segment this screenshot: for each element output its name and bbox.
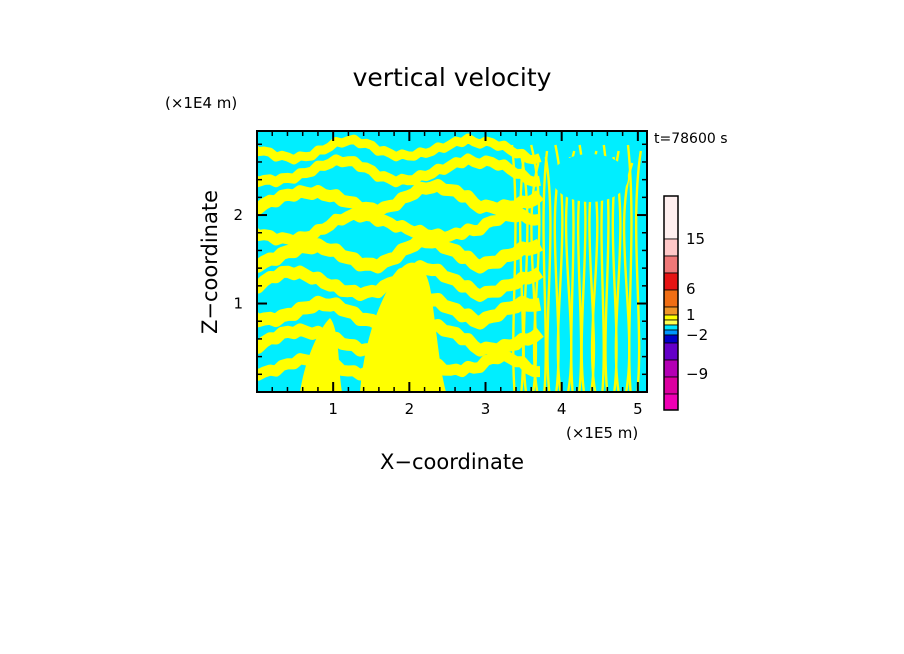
y-tick-label: 2 xyxy=(233,206,243,224)
time-label: t=78600 s xyxy=(654,131,728,147)
colorbar-band xyxy=(663,359,679,378)
colorbar-frame xyxy=(663,195,679,411)
colorbar-band xyxy=(663,329,679,336)
plot-frame xyxy=(256,130,648,393)
y-unit-label: (×1E4 m) xyxy=(165,94,237,112)
colorbar-band xyxy=(663,195,679,240)
chart-title: vertical velocity xyxy=(353,63,552,92)
x-unit-label: (×1E5 m) xyxy=(566,424,638,442)
x-tick-label: 4 xyxy=(557,400,567,418)
y-axis-label: Z−coordinate xyxy=(198,190,222,334)
colorbar-band xyxy=(663,255,679,274)
colorbar-band xyxy=(663,314,679,321)
colorbar-band xyxy=(663,324,679,331)
colorbar-band xyxy=(663,289,679,308)
x-tick-label: 2 xyxy=(405,400,415,418)
x-tick-label: 3 xyxy=(481,400,491,418)
colorbar-band xyxy=(663,376,679,395)
colorbar-band xyxy=(663,342,679,361)
x-tick-label: 1 xyxy=(328,400,338,418)
colorbar-tick-label: 1 xyxy=(686,306,696,324)
colorbar-tick-label: 15 xyxy=(686,230,705,248)
colorbar-band xyxy=(663,306,679,316)
x-axis-label: X−coordinate xyxy=(380,450,524,474)
colorbar-band xyxy=(663,238,679,257)
x-tick-label: 5 xyxy=(633,400,643,418)
colorbar: 15 6 1 −2 −9 xyxy=(663,195,708,411)
colorbar-tick-label: 6 xyxy=(686,280,696,298)
colorbar-tick-label: −9 xyxy=(686,365,708,383)
colorbar-band xyxy=(663,272,679,291)
colorbar-band xyxy=(663,319,679,326)
colorbar-band xyxy=(663,393,679,411)
colorbar-tick-label: −2 xyxy=(686,326,708,344)
y-tick-label: 1 xyxy=(233,295,243,313)
heatmap-field xyxy=(257,131,647,392)
colorbar-band xyxy=(663,334,679,344)
